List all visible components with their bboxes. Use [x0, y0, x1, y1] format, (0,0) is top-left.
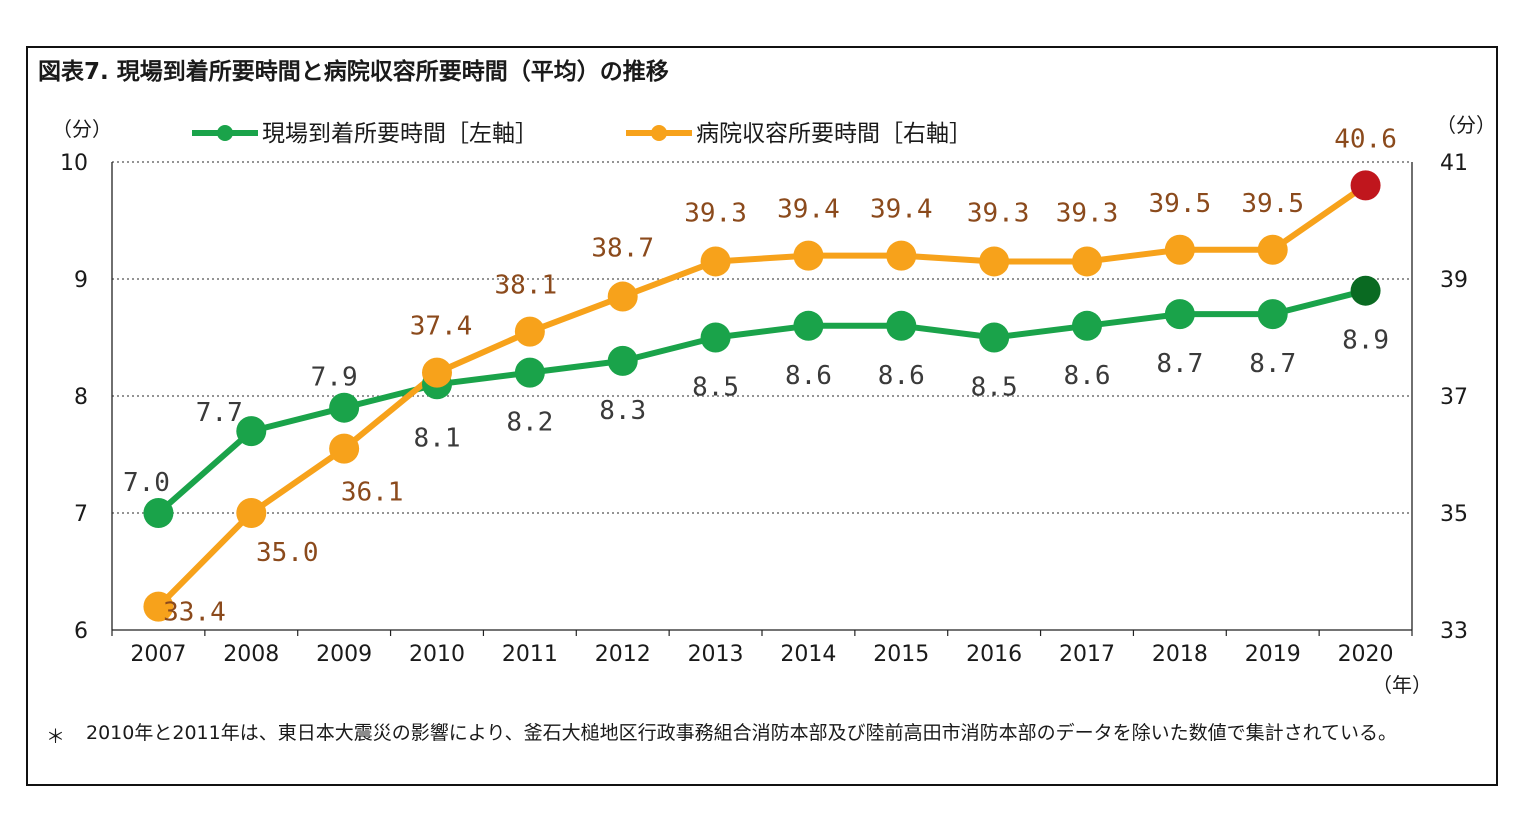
data-point-orange — [886, 240, 917, 271]
data-label-green: 8.1 — [414, 423, 461, 453]
legend-marker-green — [217, 125, 233, 141]
x-tick-label: 2015 — [873, 642, 929, 667]
data-point-orange — [1257, 234, 1288, 265]
data-label-green: 8.7 — [1249, 349, 1296, 379]
x-tick-label: 2016 — [966, 642, 1022, 667]
data-label-green: 7.7 — [196, 398, 243, 428]
data-point-green — [1350, 275, 1381, 306]
x-tick-label: 2014 — [780, 642, 836, 667]
data-label-green: 8.5 — [971, 373, 1018, 403]
data-label-orange: 39.4 — [870, 195, 933, 225]
data-point-green — [1164, 299, 1195, 330]
data-point-green — [607, 345, 638, 376]
legend-label-green: 現場到着所要時間［左軸］ — [262, 121, 538, 147]
data-point-orange — [979, 246, 1010, 277]
left-tick-label: 6 — [74, 619, 88, 644]
left-axis-unit: （分） — [52, 117, 112, 141]
data-point-orange — [422, 357, 452, 388]
x-tick-label: 2010 — [409, 642, 465, 667]
data-point-orange — [143, 591, 174, 622]
data-point-green — [700, 322, 731, 353]
x-tick-label: 2012 — [595, 642, 651, 667]
figure-frame — [26, 46, 1498, 786]
chart-title: 図表7. 現場到着所要時間と病院収容所要時間（平均）の推移 — [38, 59, 669, 85]
data-point-orange — [607, 281, 638, 312]
data-label-green: 8.3 — [599, 396, 646, 426]
data-point-green — [329, 392, 360, 423]
x-tick-label: 2020 — [1338, 642, 1394, 667]
data-label-orange: 37.4 — [410, 312, 473, 342]
x-axis-unit: （年） — [1372, 673, 1432, 697]
data-point-green — [886, 310, 917, 341]
right-tick-label: 37 — [1440, 385, 1468, 410]
data-point-orange — [700, 246, 731, 277]
data-label-orange: 39.3 — [684, 198, 747, 228]
x-tick-label: 2013 — [688, 642, 744, 667]
note-mark: ＊ — [46, 726, 66, 748]
x-tick-label: 2008 — [223, 642, 279, 667]
right-tick-label: 33 — [1440, 619, 1468, 644]
x-tick-label: 2019 — [1245, 642, 1301, 667]
data-label-orange: 39.4 — [777, 195, 840, 225]
data-point-green — [979, 322, 1010, 353]
data-label-orange: 33.4 — [163, 598, 226, 628]
data-point-orange — [514, 316, 545, 347]
data-point-orange — [1350, 170, 1381, 201]
data-label-green: 8.5 — [692, 373, 739, 403]
x-tick-label: 2018 — [1152, 642, 1208, 667]
data-point-orange — [1164, 234, 1195, 265]
series-line-orange — [156, 182, 1368, 609]
data-point-green — [236, 416, 267, 447]
note-text: 2010年と2011年は、東日本大震災の影響により、釜石大槌地区行政事務組合消防… — [86, 722, 1398, 744]
left-tick-label: 10 — [60, 151, 88, 176]
right-axis-unit: （分） — [1436, 113, 1496, 137]
right-tick-label: 41 — [1440, 151, 1468, 176]
left-tick-label: 9 — [74, 268, 88, 293]
legend-marker-orange — [651, 125, 667, 141]
data-point-green — [514, 357, 545, 388]
data-label-green: 8.6 — [878, 361, 925, 391]
data-label-orange: 39.3 — [967, 198, 1030, 228]
data-label-orange: 40.6 — [1334, 124, 1397, 154]
data-label-green: 7.0 — [123, 468, 170, 498]
series-line-green — [156, 287, 1367, 516]
data-point-green — [1257, 299, 1288, 330]
data-label-orange: 38.1 — [495, 271, 558, 301]
data-label-orange: 39.5 — [1241, 189, 1304, 219]
data-label-orange: 38.7 — [591, 234, 654, 264]
right-tick-label: 35 — [1440, 502, 1468, 527]
x-tick-label: 2009 — [316, 642, 372, 667]
left-tick-label: 8 — [74, 385, 88, 410]
data-point-orange — [329, 433, 360, 464]
x-tick-label: 2017 — [1059, 642, 1115, 667]
x-tick-label: 2007 — [130, 642, 186, 667]
data-label-green: 8.6 — [1064, 361, 1111, 391]
x-tick-label: 2011 — [502, 642, 558, 667]
data-point-green — [1072, 310, 1102, 341]
left-tick-label: 7 — [74, 502, 88, 527]
data-label-orange: 39.3 — [1056, 198, 1119, 228]
data-point-green — [793, 310, 824, 341]
right-tick-label: 39 — [1440, 268, 1468, 293]
data-label-orange: 35.0 — [256, 538, 319, 568]
data-point-orange — [1072, 246, 1102, 277]
data-point-orange — [236, 498, 267, 528]
legend-label-orange: 病院収容所要時間［右軸］ — [696, 121, 972, 147]
data-point-green — [143, 498, 174, 528]
data-label-green: 8.2 — [506, 408, 553, 438]
data-label-orange: 36.1 — [341, 478, 404, 508]
data-label-orange: 39.5 — [1149, 189, 1212, 219]
data-label-green: 7.9 — [311, 363, 358, 393]
data-point-orange — [793, 240, 824, 271]
data-label-green: 8.7 — [1156, 349, 1203, 379]
data-label-green: 8.6 — [785, 361, 832, 391]
data-label-green: 8.9 — [1342, 326, 1389, 356]
